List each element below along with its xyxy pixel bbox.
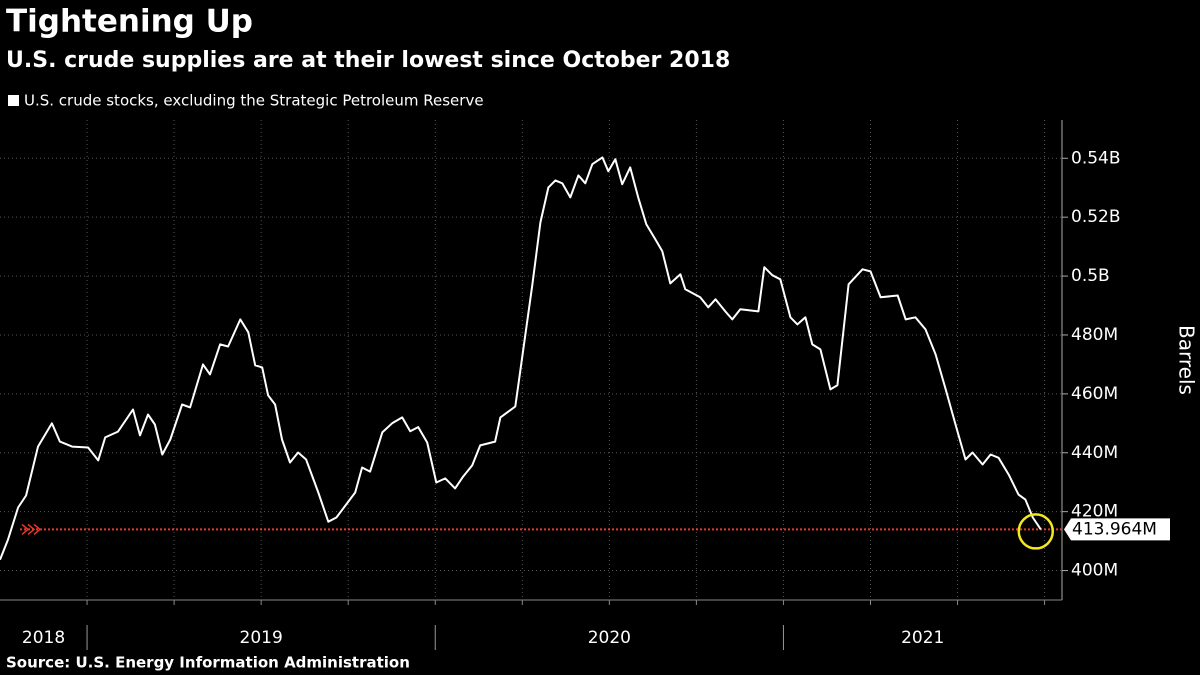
y-tick-label: 420M — [1071, 502, 1118, 522]
source: Source: U.S. Energy Information Administ… — [6, 654, 410, 672]
y-tick-label: 480M — [1071, 325, 1118, 345]
x-tick-label: 2021 — [901, 628, 944, 648]
series-line — [0, 156, 1042, 561]
legend-label: U.S. crude stocks, excluding the Strateg… — [24, 92, 484, 110]
x-tick-label: 2019 — [240, 628, 283, 648]
y-tick-label: 0.5B — [1071, 266, 1110, 286]
value-label-box — [1064, 518, 1170, 541]
reference-arrow — [27, 523, 36, 536]
value-label: 413.964M — [1072, 519, 1157, 539]
x-tick-label: 2020 — [588, 628, 631, 648]
y-tick-label: 0.52B — [1071, 207, 1121, 227]
chart-subtitle: U.S. crude supplies are at their lowest … — [6, 48, 730, 73]
x-tick-label: 2018 — [22, 628, 65, 648]
reference-arrow — [21, 523, 30, 536]
y-tick-label: 400M — [1071, 561, 1118, 581]
y-tick-label: 440M — [1071, 443, 1118, 463]
chart-title: Tightening Up — [6, 4, 253, 40]
y-axis-label: Barrels — [1175, 325, 1199, 395]
y-tick-label: 0.54B — [1071, 148, 1121, 168]
y-tick-label: 460M — [1071, 384, 1118, 404]
legend-swatch — [8, 95, 19, 106]
highlight-circle — [1017, 513, 1055, 550]
reference-arrow — [33, 523, 42, 536]
